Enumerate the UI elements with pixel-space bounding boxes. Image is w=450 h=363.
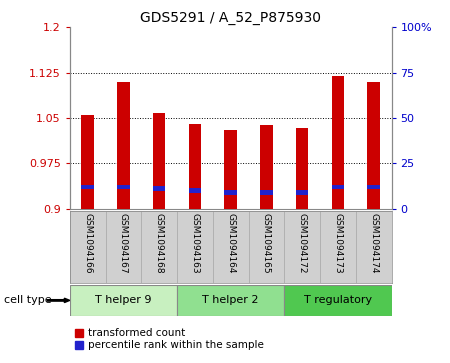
Bar [153,186,166,191]
Bar [81,184,94,189]
Bar [141,211,177,283]
Bar [153,113,166,209]
Text: GSM1094167: GSM1094167 [119,213,128,273]
Bar [225,130,237,209]
Bar [284,285,392,316]
Text: GSM1094174: GSM1094174 [369,213,378,273]
Text: GSM1094173: GSM1094173 [333,213,342,273]
Bar [367,82,380,209]
Bar [81,115,94,209]
Text: GSM1094168: GSM1094168 [155,213,164,273]
Bar [189,188,201,193]
Bar [332,76,344,209]
Title: GDS5291 / A_52_P875930: GDS5291 / A_52_P875930 [140,11,321,25]
Bar [296,190,308,195]
Bar [356,211,392,283]
Bar [367,184,380,189]
Bar [260,125,273,209]
Text: GSM1094164: GSM1094164 [226,213,235,273]
Text: GSM1094165: GSM1094165 [262,213,271,273]
Text: T helper 2: T helper 2 [202,295,259,305]
Bar [177,211,213,283]
Text: T helper 9: T helper 9 [95,295,152,305]
Bar [117,184,130,189]
Bar [177,285,284,316]
Legend: transformed count, percentile rank within the sample: transformed count, percentile rank withi… [75,328,265,350]
Bar [320,211,356,283]
Text: cell type: cell type [4,295,52,305]
Bar [70,285,177,316]
Bar [105,211,141,283]
Bar [213,211,248,283]
Bar [332,184,344,189]
Bar [189,124,201,209]
Bar [260,190,273,195]
Text: GSM1094163: GSM1094163 [190,213,199,273]
Bar [284,211,320,283]
Text: GSM1094166: GSM1094166 [83,213,92,273]
Bar [296,128,308,209]
Bar [248,211,284,283]
Text: T regulatory: T regulatory [304,295,372,305]
Bar [117,82,130,209]
Text: GSM1094172: GSM1094172 [297,213,306,273]
Bar [225,190,237,195]
Bar [70,211,105,283]
